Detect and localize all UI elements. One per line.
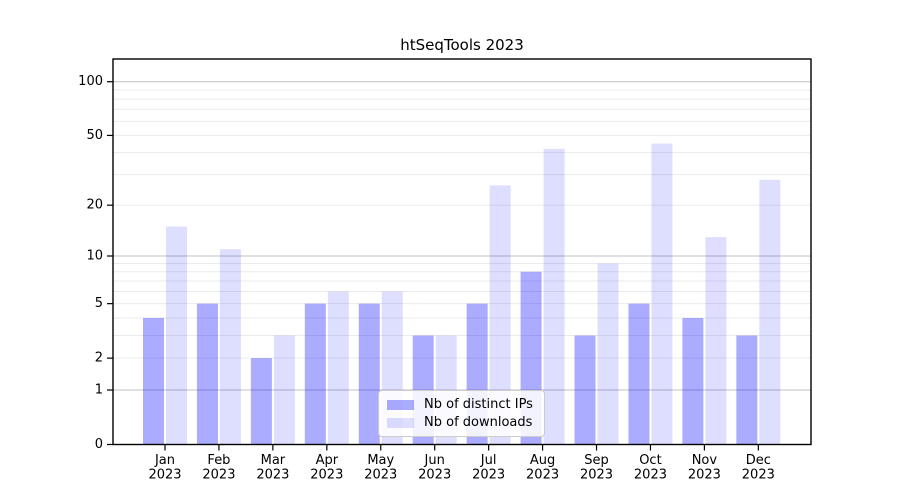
x-tick-label-year-feb: 2023 bbox=[202, 468, 235, 483]
y-tick-label-20: 20 bbox=[86, 198, 103, 213]
bar-downloads-mar bbox=[273, 335, 295, 445]
plot-border bbox=[112, 58, 812, 446]
x-tick-label-year-may: 2023 bbox=[364, 468, 397, 483]
x-tick-label-year-nov: 2023 bbox=[688, 468, 721, 483]
x-tick-label-month-mar: Mar bbox=[261, 453, 286, 468]
x-tick-label-month-nov: Nov bbox=[692, 453, 718, 468]
y-tick-label-5: 5 bbox=[95, 296, 103, 311]
x-tick-label-year-apr: 2023 bbox=[310, 468, 343, 483]
chart-title: htSeqTools 2023 bbox=[400, 36, 524, 54]
x-tick-label-month-feb: Feb bbox=[207, 453, 230, 468]
bar-distinct-ips-may bbox=[358, 303, 380, 445]
x-tick-label-month-jan: Jan bbox=[154, 453, 175, 468]
x-tick-label-year-oct: 2023 bbox=[634, 468, 667, 483]
bar-downloads-dec bbox=[759, 179, 781, 445]
legend: Nb of distinct IPs Nb of downloads bbox=[378, 390, 545, 437]
bar-distinct-ips-oct bbox=[628, 303, 650, 445]
y-tick-label-100: 100 bbox=[78, 74, 103, 89]
x-tick-label-month-oct: Oct bbox=[639, 453, 661, 468]
bar-distinct-ips-apr bbox=[304, 303, 326, 445]
bar-distinct-ips-nov bbox=[682, 317, 704, 445]
x-tick-label-month-jun: Jun bbox=[424, 453, 445, 468]
bar-distinct-ips-mar bbox=[250, 358, 272, 445]
bar-distinct-ips-feb bbox=[196, 303, 218, 445]
bar-downloads-nov bbox=[705, 237, 727, 445]
bar-downloads-apr bbox=[327, 291, 349, 445]
bar-downloads-oct bbox=[651, 143, 673, 445]
bar-downloads-sep bbox=[597, 263, 619, 445]
x-tick-label-month-apr: Apr bbox=[316, 453, 339, 468]
x-tick-label-month-aug: Aug bbox=[530, 453, 555, 468]
y-tick-label-2: 2 bbox=[95, 351, 103, 366]
bar-downloads-jul bbox=[489, 185, 511, 445]
legend-item-downloads: Nb of downloads bbox=[387, 414, 544, 432]
x-tick-label-month-jul: Jul bbox=[480, 453, 497, 468]
legend-item-distinct-ips: Nb of distinct IPs bbox=[387, 396, 544, 414]
bar-downloads-feb bbox=[219, 249, 241, 445]
x-tick-label-year-jul: 2023 bbox=[472, 468, 505, 483]
legend-label-downloads: Nb of downloads bbox=[424, 415, 533, 430]
bar-downloads-jan bbox=[166, 226, 187, 445]
x-tick-label-year-aug: 2023 bbox=[526, 468, 559, 483]
legend-swatch-ips bbox=[387, 399, 414, 410]
bar-distinct-ips-dec bbox=[736, 335, 758, 445]
bar-distinct-ips-jan bbox=[143, 317, 164, 445]
x-tick-label-month-dec: Dec bbox=[746, 453, 771, 468]
axes bbox=[107, 58, 812, 451]
tick-labels: 1005020105210Jan2023Feb2023Mar2023Apr202… bbox=[78, 74, 775, 482]
x-tick-label-month-sep: Sep bbox=[584, 453, 609, 468]
x-tick-label-month-may: May bbox=[367, 453, 394, 468]
bar-distinct-ips-sep bbox=[574, 335, 596, 445]
x-tick-label-year-jun: 2023 bbox=[418, 468, 451, 483]
x-tick-label-year-sep: 2023 bbox=[580, 468, 613, 483]
x-tick-label-year-jan: 2023 bbox=[148, 468, 181, 483]
legend-label-distinct-ips: Nb of distinct IPs bbox=[424, 397, 533, 412]
x-tick-label-year-dec: 2023 bbox=[742, 468, 775, 483]
bar-downloads-aug bbox=[543, 148, 565, 445]
legend-swatch-downloads bbox=[387, 417, 414, 428]
y-tick-label-1: 1 bbox=[95, 383, 103, 398]
x-tick-label-year-mar: 2023 bbox=[256, 468, 289, 483]
y-tick-label-10: 10 bbox=[86, 249, 103, 264]
y-tick-label-0: 0 bbox=[95, 437, 103, 452]
y-tick-label-50: 50 bbox=[86, 128, 103, 143]
